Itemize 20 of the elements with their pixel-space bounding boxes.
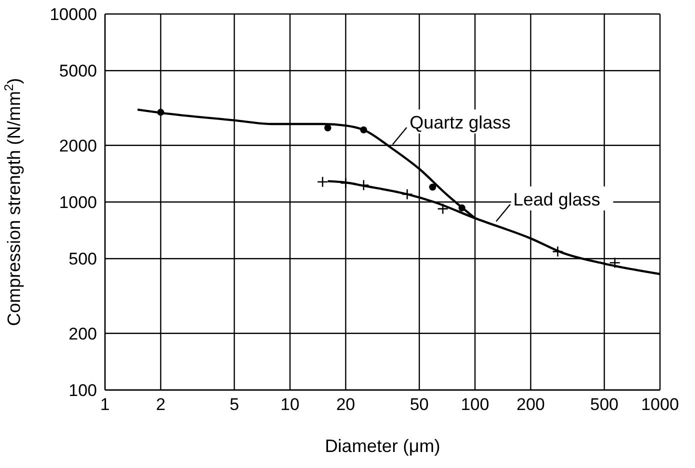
y-tick-label: 10000 xyxy=(50,5,97,24)
y-tick-label: 500 xyxy=(68,250,97,269)
y-tick-label: 200 xyxy=(68,324,97,344)
x-tick-label: 10 xyxy=(280,395,300,414)
x-tick-label: 5 xyxy=(230,395,240,414)
y-tick-label: 1000 xyxy=(59,193,97,212)
y-tick-label: 100 xyxy=(68,381,97,400)
x-tick-label: 50 xyxy=(410,395,429,414)
x-tick-label: 200 xyxy=(516,395,545,414)
x-axis-title: Diameter (μm) xyxy=(324,436,440,456)
x-tick-label: 1000 xyxy=(641,395,679,414)
y-tick-label: 5000 xyxy=(59,62,97,81)
x-tick-label: 20 xyxy=(336,395,356,414)
x-tick-label: 100 xyxy=(460,395,490,414)
annotation: Quartz glass xyxy=(410,112,511,132)
x-tick-label: 1 xyxy=(100,395,110,414)
x-tick-label: 500 xyxy=(590,395,618,414)
x-tick-label: 2 xyxy=(156,395,166,414)
annotation: Lead glass xyxy=(513,189,600,210)
y-tick-label: 2000 xyxy=(59,136,97,156)
